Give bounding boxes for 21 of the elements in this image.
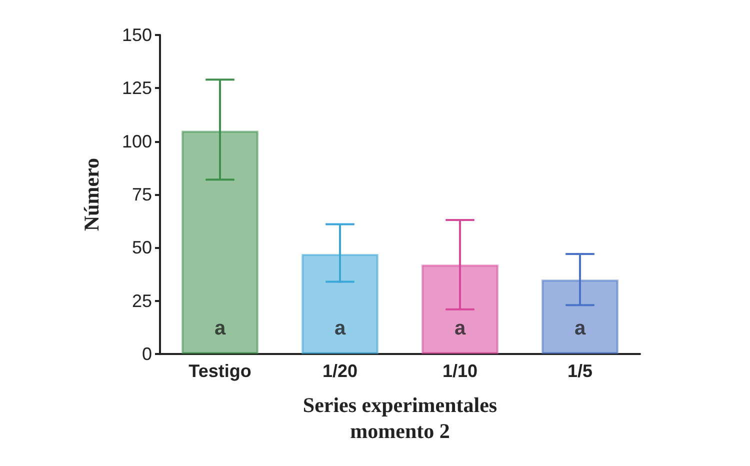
y-tick-label: 125	[122, 78, 152, 98]
y-tick-label: 75	[132, 184, 152, 204]
y-axis-title: Número	[80, 158, 104, 232]
bar	[302, 254, 378, 354]
bar	[182, 130, 258, 354]
bar	[422, 264, 498, 354]
y-tick-label: 150	[122, 25, 152, 45]
x-tick-label: 1/10	[442, 361, 478, 381]
annotation: a	[574, 317, 586, 340]
annotation: a	[454, 317, 466, 340]
annotation: a	[334, 317, 346, 340]
x-tick-label: 1/5	[567, 361, 593, 381]
y-tick-label: 25	[132, 290, 152, 311]
annotation: a	[214, 317, 226, 340]
x-axis-title: Series experimentales momento 2	[302, 393, 498, 443]
y-tick-label: 50	[132, 238, 152, 258]
x-tick-label: 1/20	[322, 361, 358, 381]
bar	[542, 280, 618, 354]
x-tick-label: Testigo	[188, 361, 252, 381]
y-tick-label: 0	[142, 344, 152, 364]
y-tick-label: 100	[122, 131, 152, 152]
